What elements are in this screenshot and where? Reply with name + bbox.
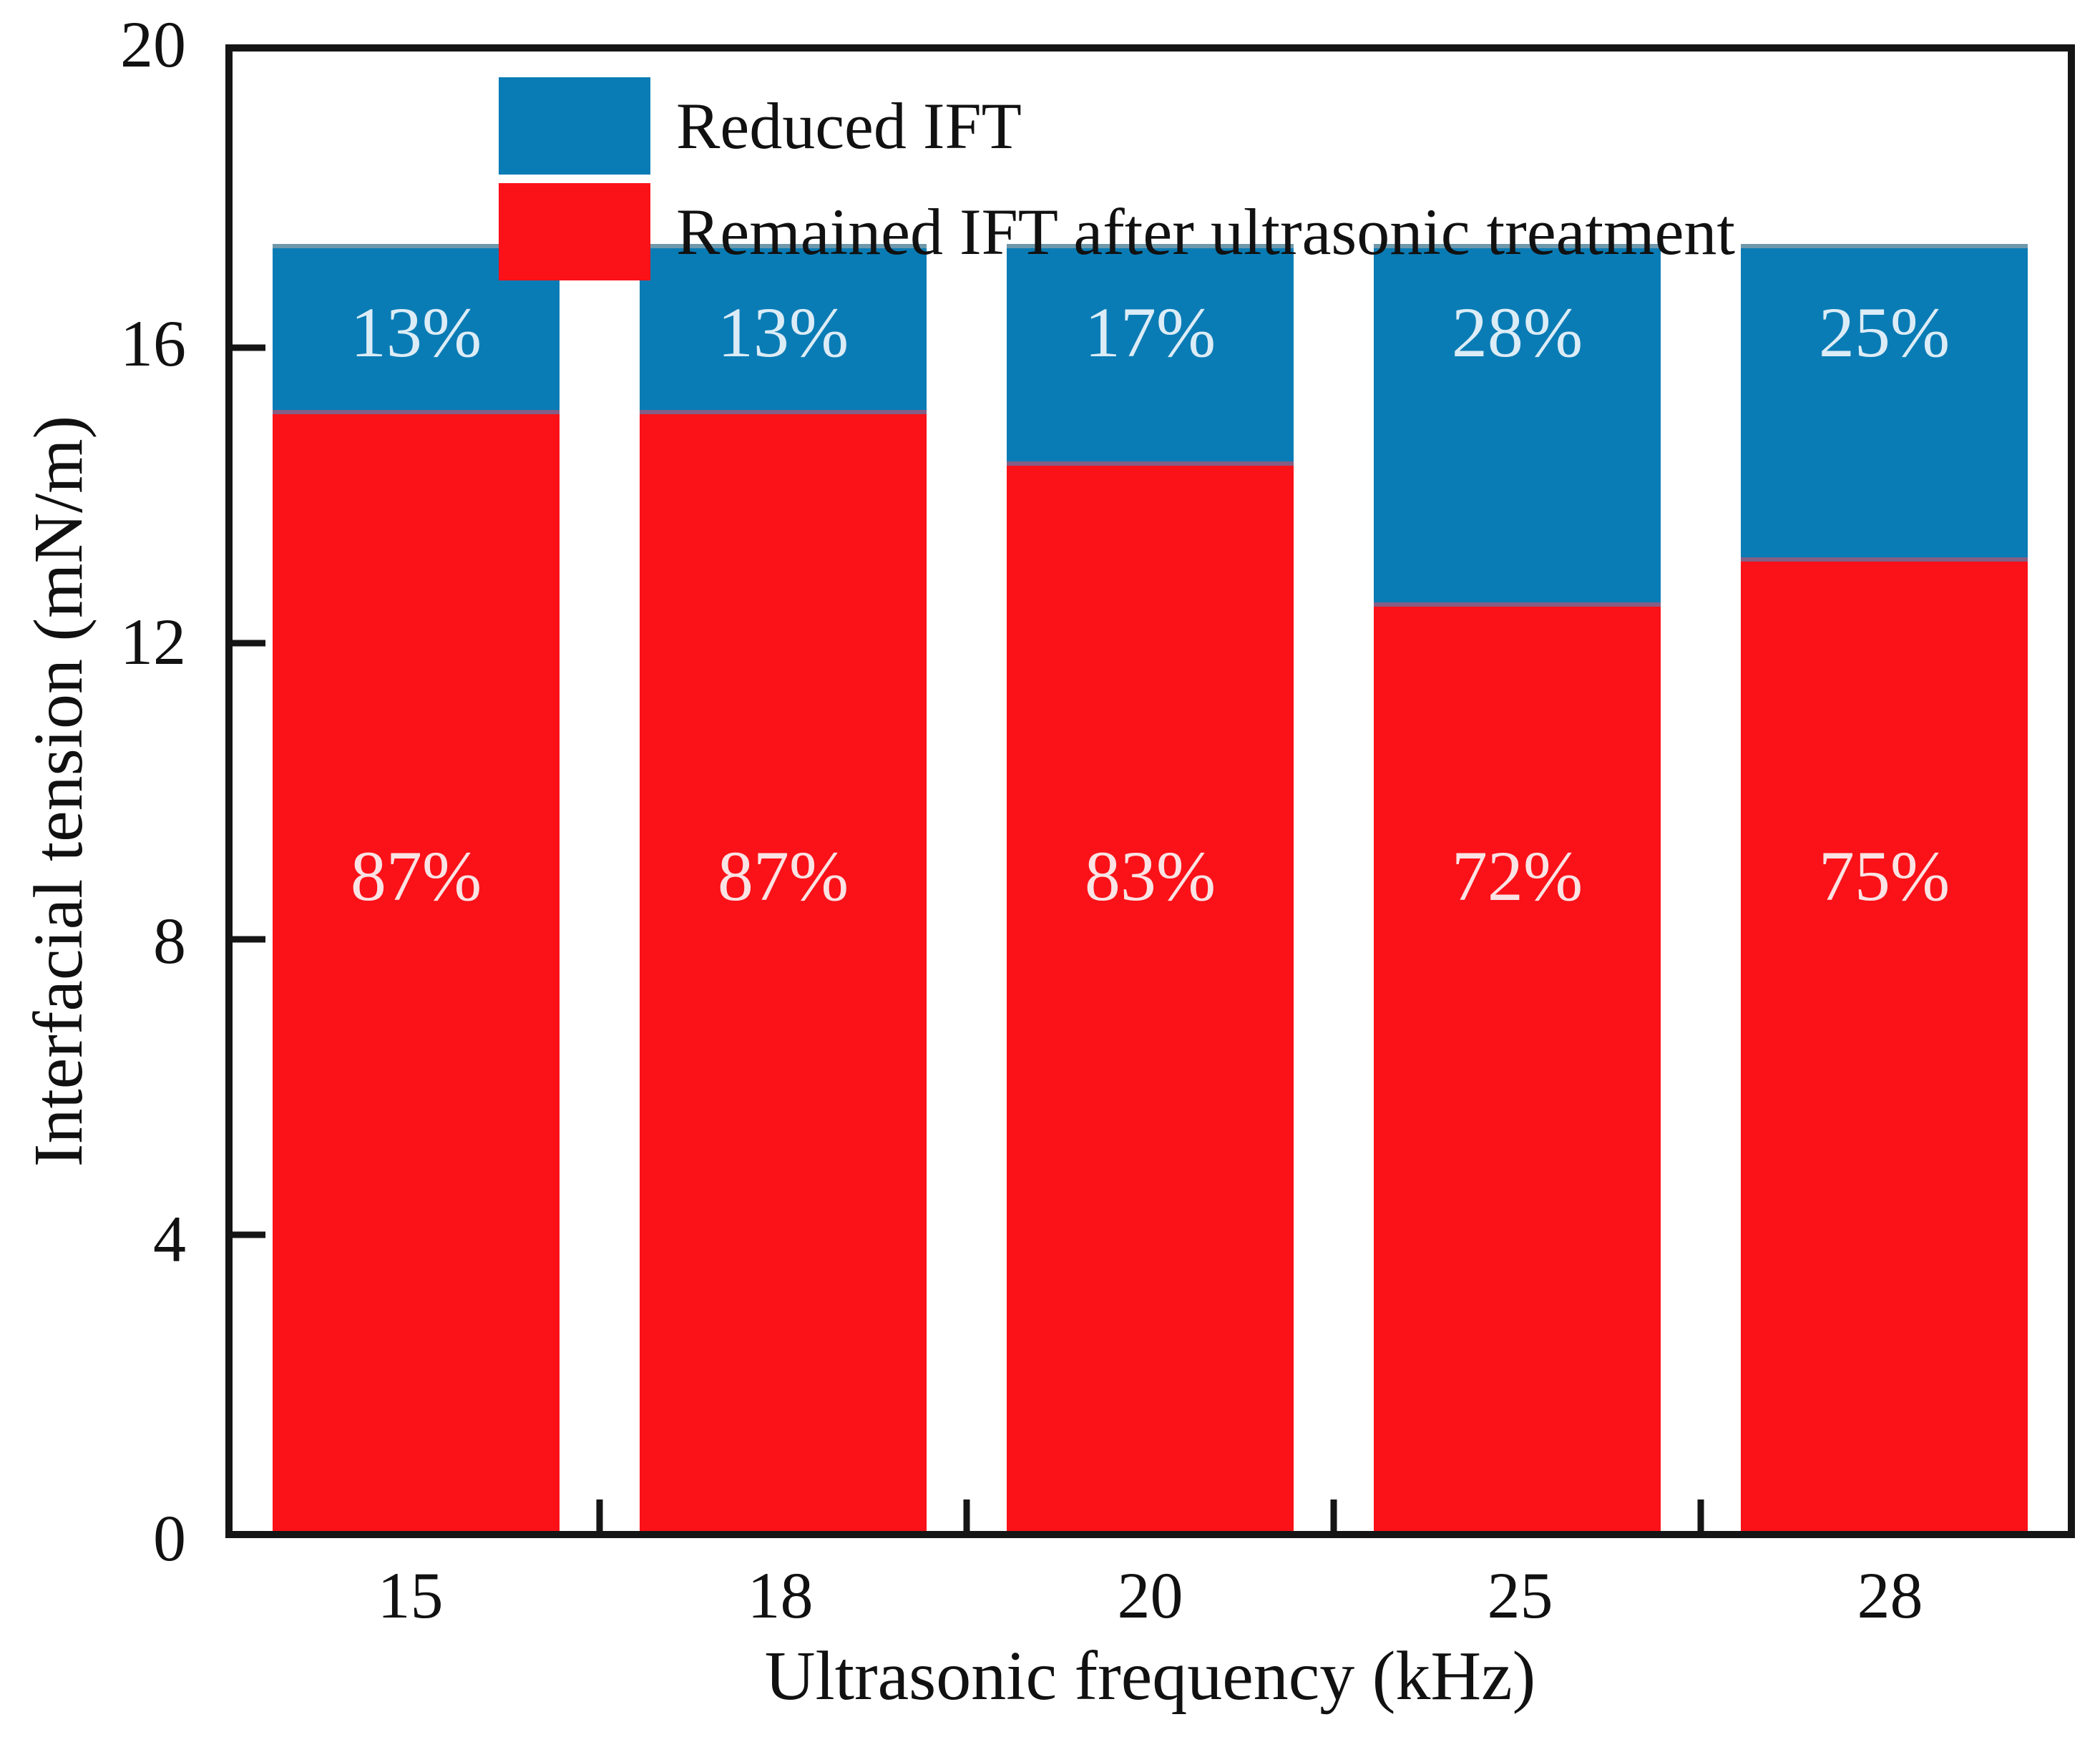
bar-label-remained-18: 87% [717,836,849,916]
bar-segment-remained-20 [1006,466,1294,1531]
legend-label: Remained IFT after ultrasonic treatment [676,195,1735,268]
bar-label-remained-15: 87% [350,836,482,916]
bar-label-reduced-18: 13% [717,293,849,372]
bar-segment-reduced-20 [1006,243,1294,466]
x-tick-mark [1330,1499,1337,1531]
y-tick-label-8: 8 [153,904,186,977]
bar-label-reduced-25: 28% [1451,293,1583,372]
legend-swatch-reduced-ift [499,77,650,175]
bar-segment-remained-18 [639,414,927,1531]
bar-label-remained-25: 72% [1451,836,1583,916]
x-tick-mark [596,1499,603,1531]
bar-label-remained-28: 75% [1818,836,1950,916]
bar-segment-remained-15 [272,414,560,1531]
legend-item-reduced-ift: Reduced IFT [499,76,1735,176]
legend-label: Reduced IFT [676,89,1022,162]
y-tick-mark-12 [233,640,265,647]
x-tick-label-25: 25 [1487,1559,1553,1632]
legend-item-remained-ift: Remained IFT after ultrasonic treatment [499,182,1735,282]
y-tick-mark-16 [233,344,265,351]
ticks-layer [233,52,2068,1531]
y-tick-mark-8 [233,936,265,943]
y-tick-label-4: 4 [153,1203,186,1276]
bar-segment-remained-25 [1373,606,1661,1531]
bar-segment-reduced-28 [1740,243,2028,562]
x-tick-mark [963,1499,970,1531]
legend-swatch-remained-ift [499,183,650,280]
bar-label-reduced-15: 13% [350,293,482,372]
bar-segment-reduced-18 [639,243,927,414]
y-tick-mark-4 [233,1231,265,1238]
x-tick-mark [1697,1499,1704,1531]
bar-segment-remained-28 [1740,562,2028,1531]
x-tick-label-18: 18 [747,1559,814,1632]
legend: Reduced IFT Remained IFT after ultrasoni… [499,76,1735,288]
x-axis-title: Ultrasonic frequency (kHz) [764,1638,1536,1715]
y-tick-label-12: 12 [120,605,186,679]
y-axis-title: Interfacial tension (mN/m) [20,415,97,1168]
bar-segment-reduced-25 [1373,243,1661,607]
y-tick-label-20: 20 [120,8,186,81]
x-tick-label-15: 15 [377,1559,444,1632]
bar-label-reduced-28: 25% [1818,293,1950,372]
x-tick-label-20: 20 [1117,1559,1183,1632]
y-tick-label-0: 0 [153,1502,186,1575]
bar-label-remained-20: 83% [1084,836,1216,916]
x-tick-label-28: 28 [1857,1559,1923,1632]
bar-label-reduced-20: 17% [1084,293,1216,372]
plot-area: 13% 87% 13% 87% 17% 83% 28% 72% 25% 75% Reduced I… [225,44,2075,1538]
y-tick-label-16: 16 [120,306,186,380]
